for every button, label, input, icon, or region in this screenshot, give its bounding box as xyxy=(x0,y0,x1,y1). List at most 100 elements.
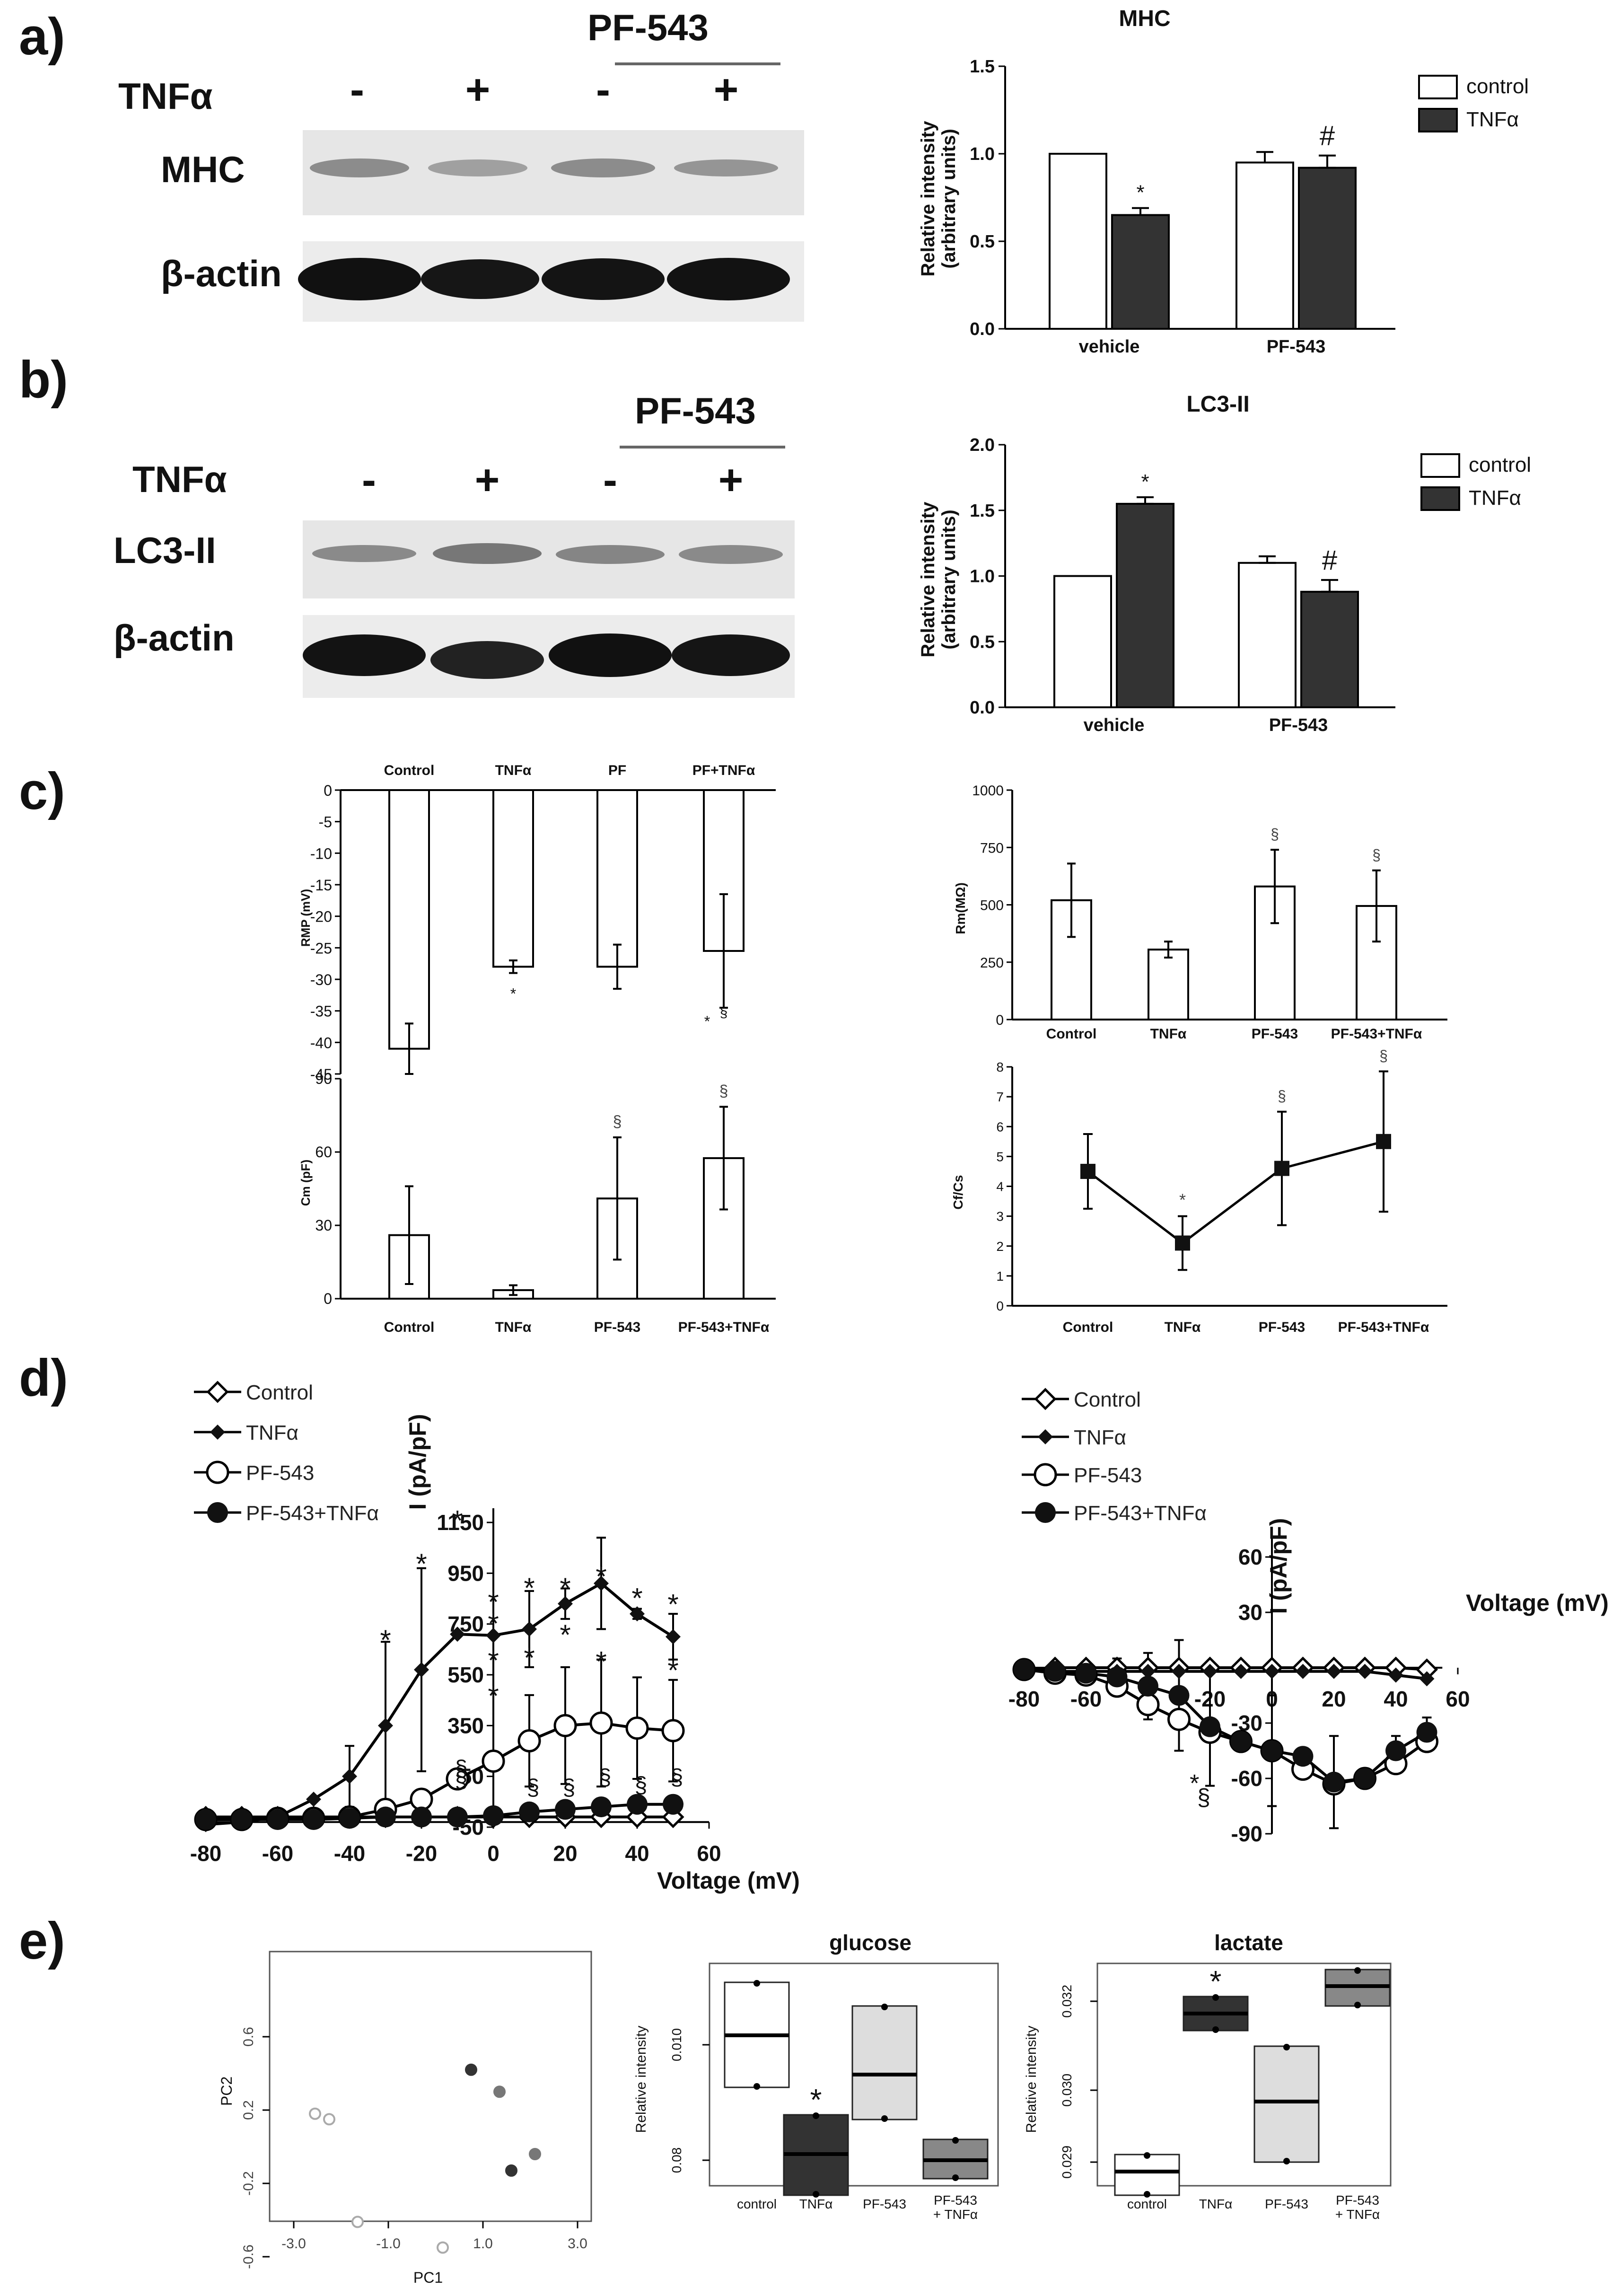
e_pca-ytick-2: -0.2 xyxy=(241,2171,256,2196)
c_rmp-ytick-6: -30 xyxy=(310,971,332,988)
d_left-point-1-10 xyxy=(558,1596,573,1611)
chart-a-cat-1: vehicle xyxy=(1079,337,1140,357)
chart-c-ratio-cat-2: TNFα xyxy=(1165,1320,1201,1335)
d_left-annot-11: * xyxy=(488,1680,499,1712)
e_lactate-pt-top-3 xyxy=(1354,1967,1361,1974)
d_left-ytick-6: 1150 xyxy=(437,1510,484,1535)
d_left-xtick-7: 60 xyxy=(697,1841,721,1865)
c_ratio-ytick-7: 7 xyxy=(996,1090,1004,1104)
c_rm-ytick-4: 1000 xyxy=(972,783,1004,799)
c_ratio-ytick-6: 6 xyxy=(996,1119,1004,1134)
d_right-point-3-13 xyxy=(1416,1722,1437,1743)
a_bar-bar-1-1 xyxy=(1298,167,1357,330)
c_ratio-point-3 xyxy=(1376,1134,1391,1149)
chart-b-cat-2: PF-543 xyxy=(1269,715,1328,735)
e_glucose-pt-bottom-2 xyxy=(881,2115,888,2122)
d_right-annot-0: * xyxy=(1190,1770,1199,1797)
chart-c-ratio-cat-1: Control xyxy=(1063,1320,1113,1335)
d_left-annot-20: § xyxy=(599,1765,612,1790)
chart-c-rm-cat-3: PF-543 xyxy=(1252,1026,1298,1042)
c_rmp-annot-2: § xyxy=(720,1005,728,1020)
c_rmp-ytick-3: -15 xyxy=(310,877,332,894)
d_left-point-2-7 xyxy=(446,1767,469,1791)
e_pca-ytick-0: 0.6 xyxy=(241,2027,256,2047)
chart-e-pca-ylabel: PC2 xyxy=(218,2076,235,2106)
chart-e-lactate-ytick-1: 0.032 xyxy=(1060,1985,1074,2018)
blot-b-band-label-2: β-actin xyxy=(114,617,235,659)
c_cm-ytick-2: 60 xyxy=(315,1144,332,1161)
d_left-annot-3: * xyxy=(488,1586,499,1618)
e_glucose-pt-top-2 xyxy=(881,2004,888,2010)
chart-a-ylabel: Relative intensity(arbitrary units) xyxy=(918,121,959,277)
chart-a-title: MHC xyxy=(1119,6,1170,31)
d_left-xtick-6: 40 xyxy=(625,1841,649,1865)
c_rmp-annot-1: * xyxy=(704,1013,710,1030)
d_right-legend-label-1: TNFα xyxy=(1074,1426,1126,1449)
c_rm-ytick-2: 500 xyxy=(980,898,1004,914)
c_ratio-ytick-8: 8 xyxy=(996,1060,1004,1074)
a_bar-annot-0: * xyxy=(1136,181,1144,204)
e_pca-point-0 xyxy=(309,2107,321,2120)
a_bar-annot-1: # xyxy=(1320,121,1335,151)
chart-e-lactate-ylabel: Relative intensity xyxy=(1024,2026,1039,2133)
d_right-point-1-10 xyxy=(1326,1663,1341,1679)
chart-e-glucose-title: glucose xyxy=(829,1930,911,1955)
c_rmp-ytick-2: -10 xyxy=(310,845,332,862)
d_left-annot-0: * xyxy=(380,1624,391,1656)
d_left-annot-17: § xyxy=(455,1768,468,1793)
d_right-annot-1: § xyxy=(1197,1784,1210,1811)
blot-b-band-label-1: LC3-II xyxy=(114,529,216,571)
b_bar-annot-1: # xyxy=(1322,545,1337,576)
d_left-xtick-0: -80 xyxy=(190,1841,221,1865)
a_bar-ytick-0: 0.0 xyxy=(970,319,995,339)
d_right-point-3-9 xyxy=(1292,1746,1314,1767)
chart-c-ratio-ylabel: Cf/Cs xyxy=(951,1175,965,1209)
chart-e-glucose-ytick-2: 0.08 xyxy=(669,2147,684,2173)
d_right-point-3-8 xyxy=(1262,1740,1282,1761)
chart-e-lactate: lactate Relative intensity 0.032 0.030 0… xyxy=(1024,1930,1392,2222)
chart-d-left-legend: Control TNFα PF-543 PF-543+TNFα xyxy=(194,1381,379,1525)
c_ratio-ytick-5: 5 xyxy=(996,1149,1004,1164)
c_rmp-bar-1 xyxy=(492,789,534,968)
e_lactate-pt-bottom-1 xyxy=(1212,2026,1219,2033)
e_pca-point-6 xyxy=(529,2148,541,2160)
e_lactate-pt-top-0 xyxy=(1144,2152,1150,2159)
blot-b: PF-543 TNFα - + - + LC3-II β-actin xyxy=(114,390,795,698)
d_right-xtick-4: 20 xyxy=(1322,1687,1346,1711)
chart-c-rm-cat-2: TNFα xyxy=(1150,1026,1187,1042)
d_left-annot-5: * xyxy=(524,1572,534,1604)
d_right-point-3-5 xyxy=(1168,1685,1190,1706)
d_left-xtick-1: -60 xyxy=(262,1841,293,1865)
d_right-point-3-12 xyxy=(1385,1740,1406,1761)
chart-e-glucose-cat-1: control xyxy=(737,2197,777,2211)
d_left-legend-label-0: Control xyxy=(246,1381,313,1404)
d_right-point-1-12 xyxy=(1388,1667,1403,1683)
d_left-point-2-6 xyxy=(410,1787,433,1811)
blot-a-band-label-1: MHC xyxy=(161,149,245,190)
e_lactate-pt-bottom-2 xyxy=(1283,2158,1290,2164)
d_left-point-3-8 xyxy=(483,1805,504,1826)
chart-e-glucose-ylabel: Relative intensity xyxy=(633,2026,649,2133)
c_ratio-ytick-4: 4 xyxy=(996,1179,1004,1194)
e_pca-point-4 xyxy=(465,2063,477,2076)
chart-e-lactate-ytick-2: 0.030 xyxy=(1060,2074,1074,2107)
e_lactate-box-2 xyxy=(1253,2045,1320,2163)
e_glucose-pt-top-3 xyxy=(952,2137,959,2144)
chart-e-lactate-cat-3: PF-543 xyxy=(1265,2197,1308,2211)
chart-c-ratio-cat-3: PF-543 xyxy=(1259,1320,1305,1335)
chart-d-left-ylabel: I (pA/pF) xyxy=(404,1414,431,1510)
d_left-point-3-5 xyxy=(375,1806,396,1828)
chart-e-pca-frame xyxy=(269,1951,592,2222)
e_pca-point-5 xyxy=(493,2085,506,2098)
legend-a-tnf-swatch xyxy=(1418,108,1458,132)
d_right-legend-marker-0 xyxy=(1034,1388,1057,1410)
d_left-xtick-4: 0 xyxy=(487,1841,499,1865)
chart-c-rmp-cat-3: PF xyxy=(608,763,626,778)
d_right-ytick-3: -60 xyxy=(1231,1766,1262,1791)
c_rm-bar-1 xyxy=(1148,949,1189,1020)
d_right-point-1-5 xyxy=(1171,1663,1187,1679)
c_cm-ytick-1: 30 xyxy=(315,1217,332,1234)
e_pca-point-7 xyxy=(505,2164,517,2177)
panel-label-b: b) xyxy=(19,351,68,409)
